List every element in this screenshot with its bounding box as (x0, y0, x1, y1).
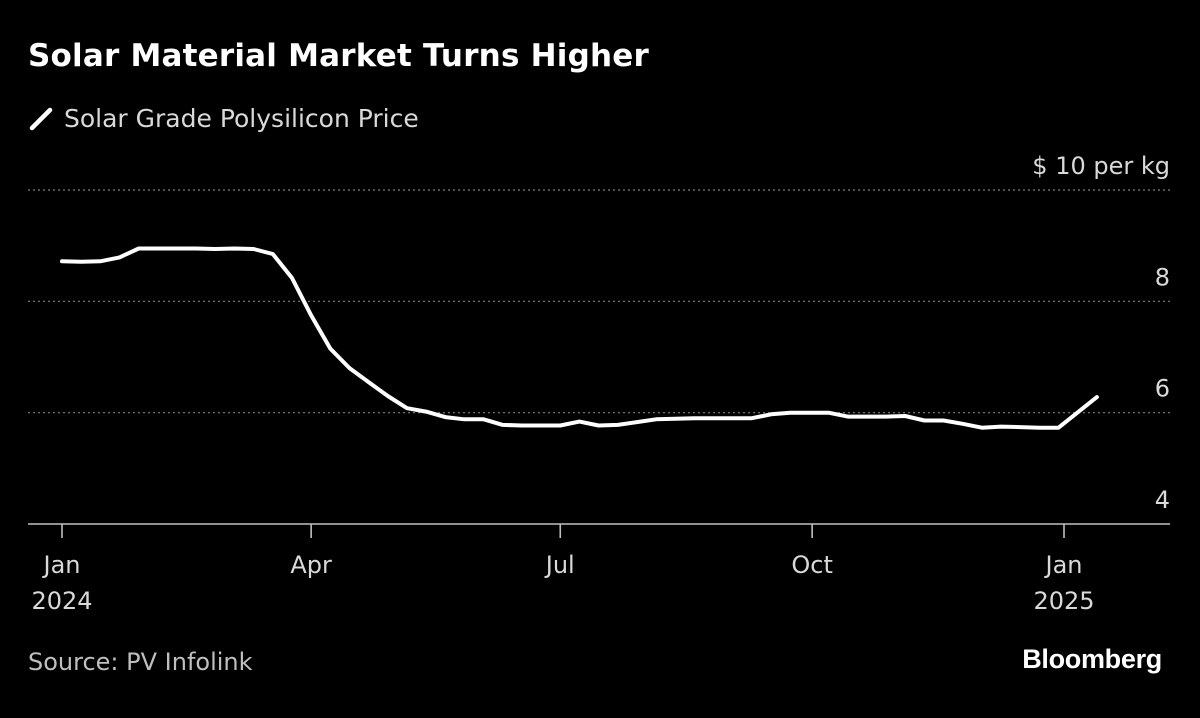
legend-line-icon (29, 107, 53, 130)
y-tick-label: 4 (1155, 486, 1170, 514)
y-tick-label: 6 (1155, 375, 1170, 403)
x-tick-label: Jan (1044, 551, 1083, 579)
legend: Solar Grade Polysilicon Price (28, 104, 419, 133)
series-line (60, 246, 1099, 430)
brand-logo: Bloomberg (1022, 644, 1162, 674)
x-tick-label: 2025 (1033, 587, 1094, 615)
legend-label: Solar Grade Polysilicon Price (64, 104, 419, 133)
x-tick-label: Jan (42, 551, 81, 579)
x-tick-label: Oct (791, 551, 833, 579)
x-tick-label: 2024 (31, 587, 92, 615)
y-tick-label: $ 10 per kg (1032, 152, 1170, 180)
x-tick-label: Jul (544, 551, 575, 579)
source-note: Source: PV Infolink (28, 648, 253, 676)
chart-title: Solar Material Market Turns Higher (28, 38, 649, 74)
y-tick-label: 8 (1155, 263, 1170, 291)
x-tick-label: Apr (290, 551, 332, 579)
